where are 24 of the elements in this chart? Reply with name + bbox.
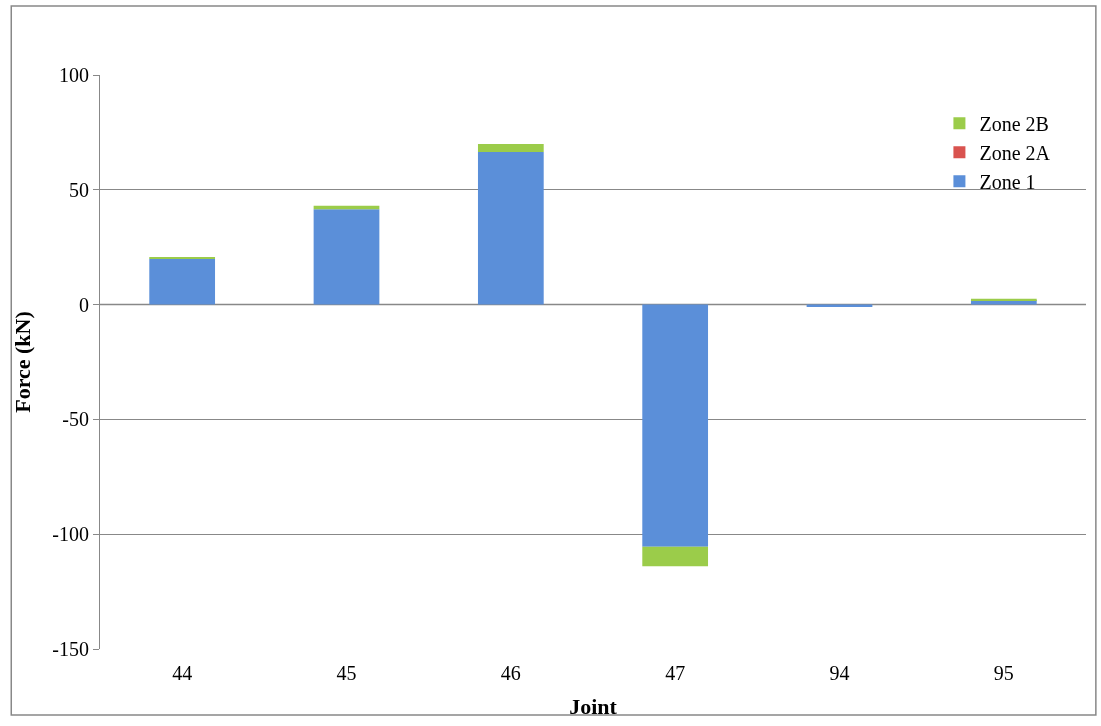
x-tick-label: 94 (829, 662, 850, 684)
bar (477, 143, 544, 152)
x-tick-label: 44 (172, 662, 193, 684)
bar (642, 546, 709, 567)
x-tick-label: 45 (336, 662, 357, 684)
y-tick-label: -150 (52, 638, 89, 660)
bar (149, 258, 216, 305)
bar (642, 304, 709, 547)
x-axis-title: Joint (569, 693, 618, 719)
y-tick-label: -50 (62, 408, 89, 431)
legend-label: Zone 2A (979, 142, 1051, 164)
y-axis-title: Force (kN) (10, 311, 36, 413)
legend-label: Zone 2B (979, 113, 1049, 135)
y-tick-label: 0 (79, 293, 89, 316)
legend-label: Zone 1 (979, 171, 1036, 193)
y-tick-label: -100 (52, 523, 89, 546)
bar (313, 209, 380, 305)
bar (477, 151, 544, 305)
x-tick-label: 47 (665, 662, 686, 684)
x-tick-label: 95 (993, 662, 1014, 684)
bar (970, 298, 1037, 301)
y-tick-label: 50 (69, 178, 89, 201)
x-tick-label: 46 (500, 662, 521, 684)
y-tick-label: 100 (59, 64, 89, 86)
